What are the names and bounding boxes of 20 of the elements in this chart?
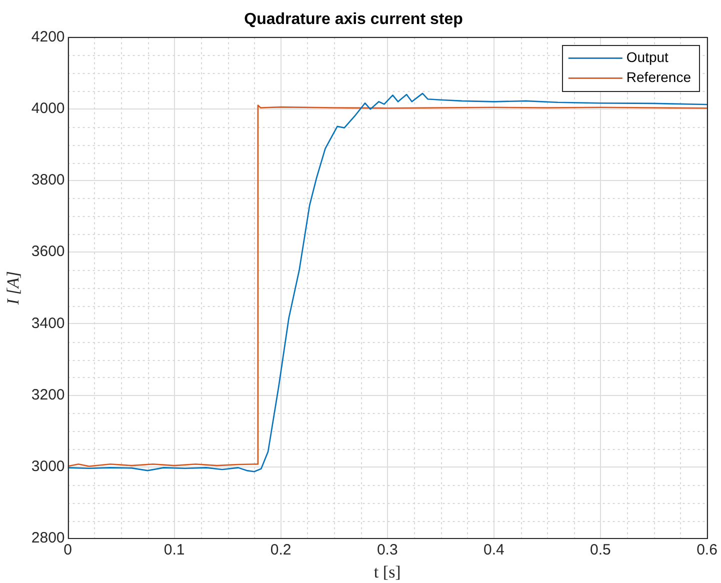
- x-tick-label: 0.4: [483, 542, 504, 559]
- x-tick-label: 0.1: [164, 542, 185, 559]
- x-tick-label: 0: [64, 542, 72, 559]
- y-tick-label: 3200: [31, 386, 65, 404]
- x-axis-title: t [s]: [374, 562, 401, 582]
- y-tick-label: 4200: [31, 28, 65, 46]
- legend-label: Output: [626, 49, 669, 66]
- y-tick-label: 3600: [31, 243, 65, 260]
- x-tick-label: 0.6: [696, 542, 718, 559]
- chart-title: Quadrature axis current step: [244, 11, 464, 28]
- legend-label: Reference: [626, 69, 692, 86]
- y-tick-label: 2800: [31, 530, 65, 547]
- y-tick-label: 3800: [31, 172, 65, 189]
- x-tick-label: 0.2: [270, 542, 292, 559]
- y-axis-title: I [A]: [4, 271, 23, 306]
- x-tick-label: 0.5: [590, 542, 611, 559]
- y-tick-label: 4000: [31, 100, 65, 117]
- y-tick-label: 3000: [31, 458, 65, 476]
- x-tick-label: 0.3: [376, 542, 398, 559]
- y-tick-label: 3400: [31, 314, 65, 332]
